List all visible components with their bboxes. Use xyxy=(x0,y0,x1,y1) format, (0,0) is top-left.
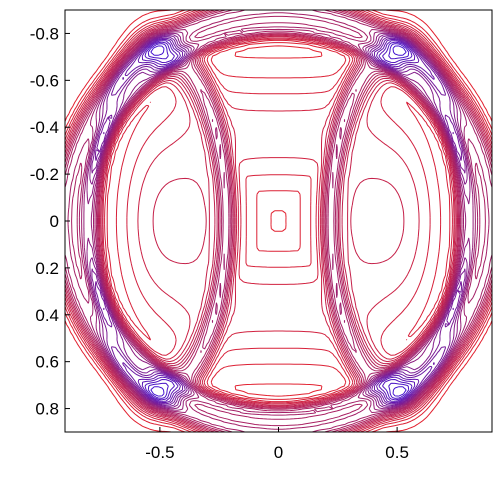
contour-line xyxy=(141,40,416,402)
plot-area xyxy=(65,10,492,432)
y-tick-label: -0.2 xyxy=(30,165,59,184)
contour-line xyxy=(137,39,420,403)
contour-line xyxy=(103,37,454,405)
y-tick-label: -0.6 xyxy=(30,71,59,90)
contour-line xyxy=(94,36,463,406)
x-tick-label: 0.5 xyxy=(385,443,409,462)
y-tick-label: -0.4 xyxy=(30,118,59,137)
contour-line xyxy=(65,10,492,432)
y-tick-label: 0 xyxy=(50,212,59,231)
contour-line xyxy=(83,31,474,411)
contour-line xyxy=(65,10,492,432)
contour-line xyxy=(89,34,468,408)
y-tick-label: 0.4 xyxy=(35,306,59,325)
contour-line xyxy=(65,10,492,432)
contour-line xyxy=(81,29,476,413)
contour-line xyxy=(65,10,492,432)
y-tick-label: 0.2 xyxy=(35,259,59,278)
x-axis: -0.5 0 0.5 xyxy=(145,427,409,462)
contour-line xyxy=(147,43,410,399)
contour-line xyxy=(150,45,407,397)
contour-line xyxy=(65,10,492,432)
contour-line xyxy=(65,10,492,432)
y-tick-label: 0.8 xyxy=(35,400,59,419)
contour-line xyxy=(65,10,492,432)
contour-line xyxy=(65,10,492,432)
contour-line xyxy=(65,10,492,432)
contour-line xyxy=(144,41,413,401)
y-tick-label: 0.6 xyxy=(35,353,59,372)
contour-line xyxy=(91,35,466,407)
y-tick-label: -0.8 xyxy=(30,24,59,43)
contour-line xyxy=(65,10,492,432)
y-axis: -0.8 -0.6 -0.4 -0.2 0 0.2 0.4 0.6 0.8 xyxy=(30,24,70,419)
contour-line xyxy=(86,32,471,410)
x-tick-label: 0 xyxy=(274,443,283,462)
x-tick-label: -0.5 xyxy=(145,443,174,462)
contour-line xyxy=(65,10,492,432)
